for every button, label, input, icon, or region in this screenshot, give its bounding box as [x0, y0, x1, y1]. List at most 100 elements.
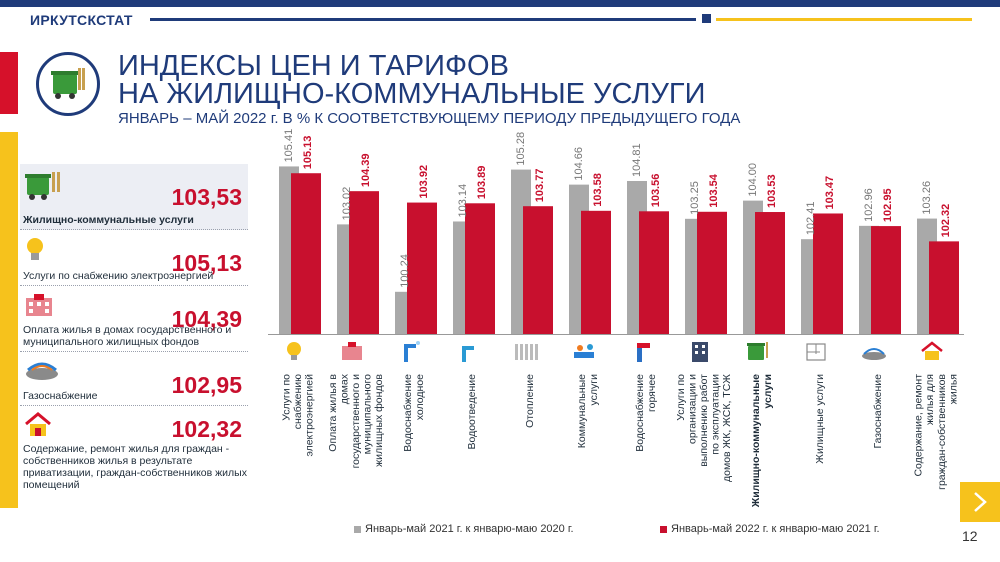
data-label-2022: 103.47: [824, 176, 836, 210]
light-bulb-icon: [287, 342, 301, 360]
category-label-line: услуги: [588, 374, 600, 406]
data-label-2022: 102.32: [940, 204, 952, 238]
category-label-line: Газоснабжение: [872, 374, 884, 449]
category-label-line: Жилищно-коммунальные: [750, 374, 762, 508]
category-label-line: домах: [339, 373, 351, 404]
waste-bin-icon: [24, 170, 64, 207]
category-label: Оплата жилья вдомахгосударственного имун…: [327, 373, 385, 468]
category-label-line: жилья: [947, 374, 959, 404]
data-label-2022: 103.53: [766, 174, 778, 208]
legend-item-2021: Январь-май 2021 г. к январю-маю 2020 г.: [354, 523, 574, 535]
legend-label-2022: Январь-май 2022 г. к январю-маю 2021 г.: [671, 523, 880, 535]
kpi-item: 104,39 Оплата жилья в домах государствен…: [20, 286, 248, 352]
bar-2022: [697, 211, 727, 334]
bar-2022: [929, 241, 959, 334]
waste-bin-icon: [36, 52, 100, 116]
category-label-line: услуги: [762, 374, 774, 409]
data-label-2021: 102.96: [863, 188, 875, 222]
kpi-label: Услуги по снабжению электроэнергией: [23, 270, 214, 282]
page-subtitle: ЯНВАРЬ – МАЙ 2022 г. В % К СООТВЕТСТВУЮЩ…: [118, 110, 741, 127]
category-label-line: холодное: [414, 374, 426, 420]
category-label: Услуги поорганизации ивыполнению работпо…: [675, 374, 733, 482]
legend-swatch-gray: [354, 525, 361, 533]
legend-label-2021: Январь-май 2021 г. к январю-маю 2020 г.: [365, 523, 574, 535]
drain-pipe-icon: [462, 346, 474, 362]
kpi-label: Газоснабжение: [23, 390, 98, 402]
data-label-2021: 102.41: [805, 202, 817, 236]
side-accent-gold: [0, 132, 18, 508]
data-label-2021: 104.00: [747, 163, 759, 197]
data-label-2022: 103.92: [418, 165, 430, 199]
data-label-2021: 104.66: [573, 147, 585, 181]
category-label: Отопление: [524, 374, 536, 428]
data-label-2022: 104.39: [360, 154, 372, 188]
data-label-2021: 105.28: [515, 132, 527, 166]
header-rule-navy: [150, 18, 696, 21]
category-label-line: Водоснабжение: [634, 374, 646, 452]
kpi-value: 102,32: [171, 416, 242, 442]
apartment-icon: [692, 342, 708, 362]
bar-2022: [291, 173, 321, 334]
data-label-2022: 103.58: [592, 173, 604, 207]
category-label-line: Жилищные услуги: [814, 374, 826, 464]
category-label-line: Услуги по: [675, 374, 687, 421]
category-label-line: организации и: [687, 374, 699, 444]
category-label-line: жилищных фондов: [373, 374, 385, 467]
data-label-2021: 105.41: [283, 129, 295, 163]
header-rule-gold: [716, 18, 972, 21]
category-label: Газоснабжение: [872, 374, 884, 449]
category-label: Содержание, ремонтжилья дляграждан-собст…: [913, 374, 960, 490]
category-label: Коммунальныеуслуги: [576, 374, 600, 448]
category-label-line: муниципального: [362, 374, 374, 454]
data-label-2021: 104.81: [631, 143, 643, 177]
category-label: Водоснабжениегорячее: [634, 374, 658, 452]
kpi-item: 102,95 Газоснабжение: [20, 352, 248, 406]
category-label-line: Услуги по: [281, 374, 293, 421]
data-label-2022: 105.13: [302, 136, 314, 170]
category-label-line: снабжению: [292, 374, 304, 429]
kpi-value: 105,13: [171, 250, 242, 276]
page-number: 12: [962, 528, 978, 544]
kpi-panel: 103,53 Жилищно-коммунальные услуги 105,1…: [20, 164, 248, 494]
category-label-line: Водоотведение: [466, 374, 478, 450]
category-label-line: Отопление: [524, 374, 536, 428]
page-title: ИНДЕКСЫ ЦЕН И ТАРИФОВ НА ЖИЛИЩНО-КОММУНА…: [118, 50, 706, 110]
category-label: Водоснабжениехолодное: [402, 374, 426, 452]
data-label-2022: 103.89: [476, 166, 488, 200]
house-repair-icon: [24, 412, 52, 443]
category-label-line: выполнению работ: [698, 374, 710, 467]
category-label: Жилищно-коммунальныеуслуги: [750, 374, 774, 508]
category-label-line: жилья для: [924, 374, 936, 425]
gas-burner-icon: [24, 358, 60, 387]
data-label-2021: 100.24: [399, 254, 411, 288]
legend-swatch-red: [660, 525, 667, 533]
bar-2022: [581, 210, 611, 334]
kpi-item: 105,13 Услуги по снабжению электроэнерги…: [20, 230, 248, 286]
bar-2022: [465, 203, 495, 334]
category-label: Водоотведение: [466, 374, 478, 450]
kpi-item: 103,53 Жилищно-коммунальные услуги: [20, 164, 248, 230]
kpi-value: 104,39: [171, 306, 242, 332]
header-rule-square: [702, 14, 711, 23]
building-icon: [342, 342, 362, 360]
utilities-icon: [574, 344, 594, 358]
data-label-2021: 103.25: [689, 181, 701, 215]
category-label-line: Водоснабжение: [402, 374, 414, 452]
top-bar: [0, 0, 1000, 7]
next-slide-button[interactable]: [960, 482, 1000, 522]
cold-water-icon: [404, 341, 420, 362]
category-label-line: Содержание, ремонт: [913, 374, 925, 477]
waste-bin-icon: [747, 342, 768, 360]
light-bulb-icon: [24, 236, 46, 271]
data-label-2022: 103.54: [708, 173, 720, 208]
category-label-line: Коммунальные: [576, 374, 588, 448]
data-label-2021: 103.02: [341, 187, 353, 221]
side-accent-red: [0, 52, 18, 114]
bar-2022: [813, 213, 843, 334]
category-label-line: домов ЖК, ЖСК, ТСЖ: [721, 374, 733, 482]
gas-burner-icon: [862, 348, 886, 360]
bar-2022: [407, 202, 437, 334]
category-label-line: горячее: [646, 374, 658, 412]
bar-2022: [755, 212, 785, 334]
